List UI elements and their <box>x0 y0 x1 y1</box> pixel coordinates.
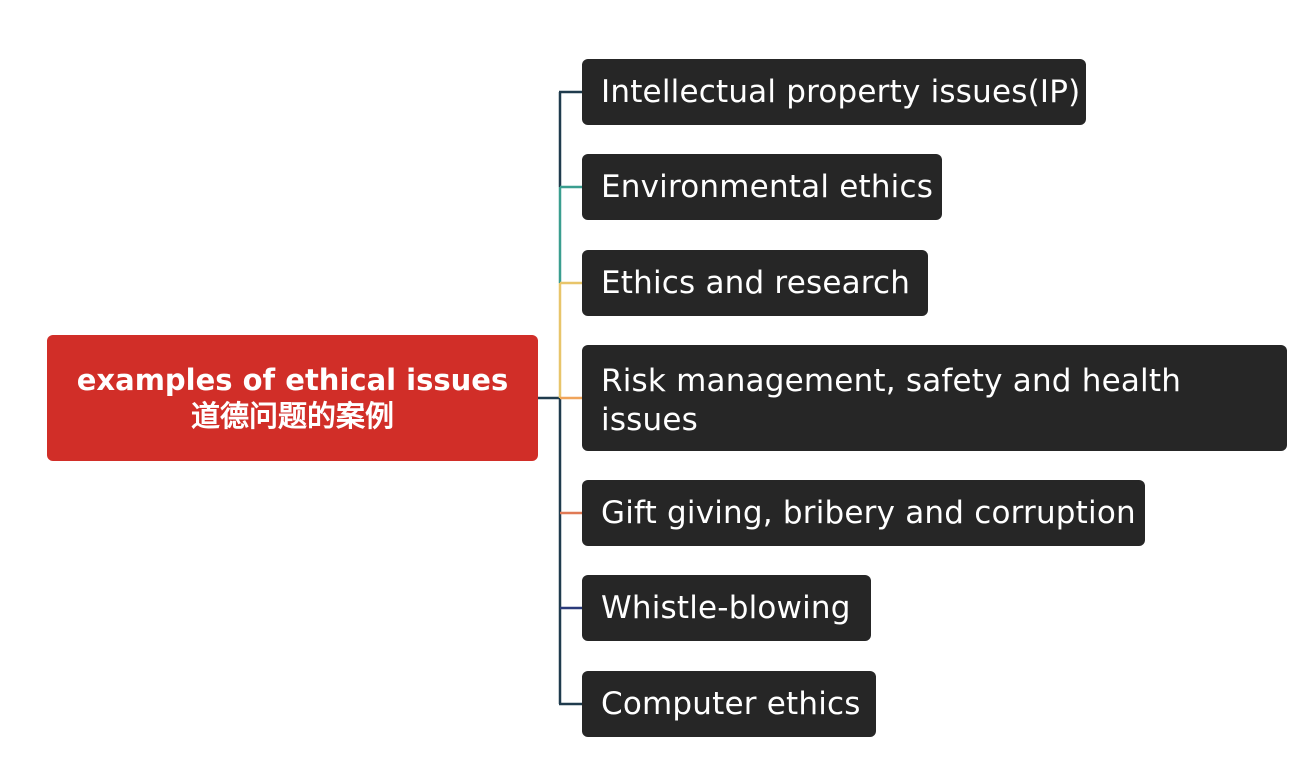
topic-computer-ethics[interactable]: Computer ethics <box>582 671 876 737</box>
topic-gift-giving[interactable]: Gift giving, bribery and corruption <box>582 480 1145 546</box>
root-topic[interactable]: examples of ethical issues 道德问题的案例 <box>47 335 538 461</box>
root-topic-title: examples of ethical issues <box>76 363 509 397</box>
topic-label: Gift giving, bribery and corruption <box>601 495 1136 531</box>
topic-label: Ethics and research <box>601 265 911 301</box>
topic-risk-management[interactable]: Risk management, safety and health issue… <box>582 345 1287 451</box>
topic-label: Computer ethics <box>601 686 861 722</box>
topic-environmental-ethics[interactable]: Environmental ethics <box>582 154 942 220</box>
topic-label: Whistle-blowing <box>601 590 851 626</box>
topic-label: Risk management, safety and health issue… <box>601 363 1182 438</box>
topic-label: Environmental ethics <box>601 169 934 205</box>
topic-whistle-blowing[interactable]: Whistle-blowing <box>582 575 871 641</box>
topic-intellectual-property[interactable]: Intellectual property issues(IP) <box>582 59 1086 125</box>
topic-label: Intellectual property issues(IP) <box>601 74 1081 110</box>
topic-ethics-and-research[interactable]: Ethics and research <box>582 250 928 316</box>
root-topic-subtitle: 道德问题的案例 <box>190 399 394 433</box>
